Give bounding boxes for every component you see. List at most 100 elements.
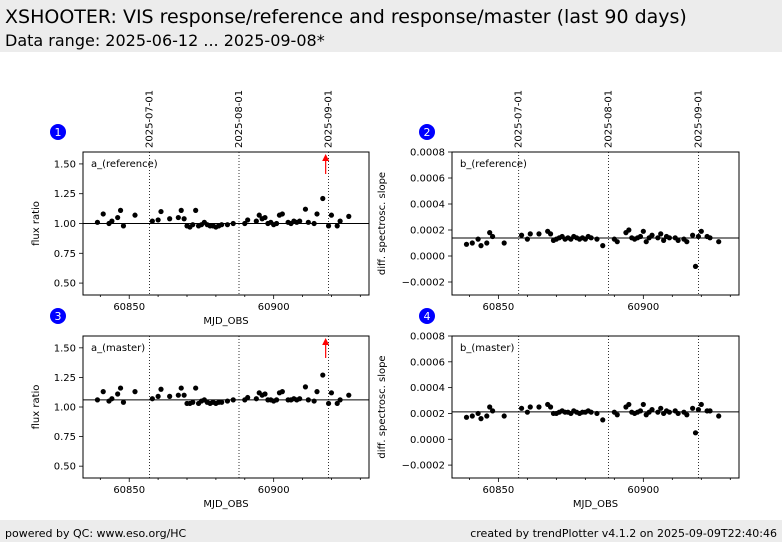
data-point <box>279 389 285 395</box>
data-point <box>311 220 317 227</box>
data-point <box>637 233 644 240</box>
y-axis-label: diff. spectrosc. slope <box>377 172 388 275</box>
data-point <box>311 398 317 404</box>
data-point <box>594 410 600 417</box>
data-point <box>120 399 127 405</box>
data-point <box>524 236 530 242</box>
data-point <box>242 220 248 227</box>
data-point <box>346 213 352 219</box>
data-point <box>489 233 496 240</box>
x-tick-label: 60850 <box>482 485 514 496</box>
data-point <box>626 227 632 233</box>
data-point <box>149 218 155 224</box>
data-point <box>334 400 340 407</box>
panel-number-marker <box>419 308 435 324</box>
data-point <box>297 396 303 402</box>
data-point <box>655 409 661 415</box>
data-point <box>594 236 600 242</box>
data-point <box>518 405 525 411</box>
page-subtitle: Data range: 2025-06-12 ... 2025-09-08* <box>5 31 325 50</box>
data-point <box>658 405 664 411</box>
data-point <box>527 404 533 410</box>
y-tick-label: 1.50 <box>54 159 76 170</box>
data-point <box>536 404 542 410</box>
date-marker-label: 2025-07-01 <box>514 90 525 148</box>
data-point <box>518 232 525 238</box>
data-point <box>328 212 335 218</box>
y-tick-label: 0.50 <box>54 462 76 473</box>
y-tick-label: 0.0004 <box>410 200 445 211</box>
outlier-arrow-head <box>322 154 330 161</box>
data-point <box>658 231 664 237</box>
data-point <box>655 235 661 241</box>
panel-number-label: 4 <box>424 310 431 323</box>
data-point <box>117 385 124 391</box>
panel-number-label: 3 <box>55 310 62 323</box>
data-point <box>320 195 326 202</box>
data-point <box>484 413 490 419</box>
y-tick-label: 0.0002 <box>410 226 445 237</box>
data-point <box>328 390 335 396</box>
data-point <box>698 401 704 408</box>
y-tick-label: 0.75 <box>54 432 76 443</box>
y-tick-label: −0.0002 <box>402 278 445 289</box>
data-point <box>469 240 475 246</box>
x-tick-label: 60900 <box>258 485 290 496</box>
data-point <box>487 404 493 410</box>
footer-powered-by: powered by QC: www.eso.org/HC <box>5 527 187 540</box>
data-point <box>626 401 632 408</box>
data-point <box>666 235 673 241</box>
data-point <box>695 406 702 413</box>
data-point <box>100 211 106 217</box>
data-point <box>325 223 332 229</box>
panel-label: b_(master) <box>460 343 515 354</box>
data-point <box>314 389 320 395</box>
y-tick-label: 1.00 <box>54 403 76 414</box>
page-title: XSHOOTER: VIS response/reference and res… <box>5 6 687 28</box>
data-point <box>175 214 181 221</box>
panel-label: a_(master) <box>91 343 145 354</box>
data-point <box>614 412 620 418</box>
data-point <box>219 222 225 228</box>
data-point <box>649 406 655 413</box>
footer-created-by: created by trendPlotter v4.1.2 on 2025-0… <box>470 527 777 540</box>
x-axis-label: MJD_OBS <box>203 499 248 510</box>
y-tick-label: 1.50 <box>54 343 76 354</box>
y-tick-label: 0.0004 <box>410 383 445 394</box>
data-point <box>155 393 161 399</box>
data-point <box>230 220 236 227</box>
x-tick-label: 60850 <box>113 302 145 313</box>
y-tick-label: 0.0000 <box>410 435 445 446</box>
data-point <box>692 263 699 269</box>
data-point <box>588 235 594 241</box>
data-point <box>527 231 533 237</box>
data-point <box>302 206 309 212</box>
data-point <box>478 243 484 249</box>
data-point <box>690 232 696 238</box>
data-point <box>193 207 199 213</box>
data-point <box>245 394 251 401</box>
data-point <box>230 397 236 403</box>
data-point <box>158 208 164 215</box>
data-point <box>600 417 606 423</box>
data-point <box>117 207 124 213</box>
date-marker-label: 2025-09-01 <box>693 90 704 148</box>
data-point <box>469 413 475 419</box>
data-point <box>245 217 251 223</box>
data-point <box>690 405 696 411</box>
y-tick-label: 0.0002 <box>410 409 445 420</box>
data-point <box>115 391 121 397</box>
data-point <box>181 216 187 222</box>
data-point <box>314 211 320 217</box>
data-point <box>224 398 231 404</box>
data-point <box>675 237 681 243</box>
footer-band: powered by QC: www.eso.org/HC created by… <box>0 520 782 542</box>
x-tick-label: 60850 <box>482 302 514 313</box>
data-point <box>175 392 181 398</box>
data-point <box>588 409 594 415</box>
data-point <box>297 218 303 224</box>
y-tick-label: 1.25 <box>54 373 76 384</box>
data-point <box>109 396 115 402</box>
data-point <box>536 231 542 237</box>
